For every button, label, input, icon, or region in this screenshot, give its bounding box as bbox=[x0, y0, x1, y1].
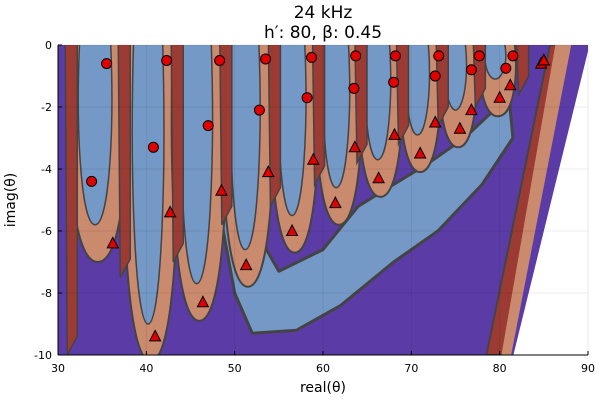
circle-marker bbox=[306, 51, 318, 63]
region-streak bbox=[170, 45, 184, 263]
triangle-marker bbox=[537, 53, 551, 66]
circle-marker bbox=[507, 50, 519, 62]
region-streak bbox=[472, 45, 487, 110]
region-tongue-core bbox=[277, 45, 307, 217]
triangle-marker bbox=[106, 236, 120, 249]
region-streak bbox=[64, 45, 78, 355]
triangle-marker bbox=[372, 171, 385, 184]
circle-marker bbox=[101, 58, 113, 70]
triangle-marker bbox=[148, 329, 162, 342]
x-tick-label: 30 bbox=[51, 362, 65, 375]
markers bbox=[86, 50, 551, 342]
x-tick-label: 40 bbox=[139, 362, 153, 375]
region-streak bbox=[311, 45, 326, 188]
region-streak bbox=[267, 45, 282, 210]
circle-marker bbox=[301, 92, 313, 104]
y-tick-label: -8 bbox=[41, 287, 52, 300]
x-axis-label: real(θ) bbox=[300, 380, 346, 396]
y-tick-label: 0 bbox=[45, 39, 52, 52]
region-streak bbox=[117, 45, 131, 278]
triangle-marker bbox=[261, 165, 275, 178]
triangle-marker bbox=[453, 121, 467, 134]
region-streak bbox=[395, 45, 410, 148]
circle-marker bbox=[260, 53, 272, 65]
triangle-marker bbox=[428, 115, 442, 128]
circle-marker bbox=[500, 62, 512, 74]
triangle-marker bbox=[493, 90, 506, 103]
y-tick-label: -6 bbox=[41, 225, 52, 238]
region-tongue-core bbox=[180, 45, 214, 285]
region-streak bbox=[219, 45, 233, 226]
region-streak bbox=[515, 45, 530, 98]
plot-area bbox=[58, 45, 588, 355]
triangle-marker bbox=[329, 196, 342, 209]
chart-title: 24 kHz bbox=[294, 3, 353, 23]
triangle-marker bbox=[306, 152, 320, 165]
region-tongue-core bbox=[484, 45, 507, 80]
region-tongue-core bbox=[131, 45, 165, 325]
triangle-marker bbox=[239, 258, 253, 271]
circle-marker bbox=[433, 50, 445, 62]
circle-marker bbox=[161, 55, 173, 66]
triangle-marker bbox=[503, 78, 517, 91]
chart-subtitle: h′: 80, β: 0.45 bbox=[264, 23, 382, 43]
x-tick-label: 90 bbox=[581, 362, 595, 375]
region-band-inner bbox=[501, 45, 572, 355]
x-tick-label: 60 bbox=[316, 362, 330, 375]
circle-marker bbox=[350, 50, 362, 62]
triangle-marker bbox=[285, 223, 299, 236]
region-streak bbox=[435, 45, 449, 129]
region-tongue-core bbox=[322, 45, 351, 189]
circle-marker bbox=[214, 55, 226, 66]
axes: 30 40 50 60 70 80 90 0 -2 -4 -6 -8 -10 bbox=[34, 39, 595, 375]
circle-marker bbox=[388, 76, 400, 88]
triangle-marker bbox=[215, 183, 228, 196]
circle-marker bbox=[147, 141, 159, 153]
region-tongue-core bbox=[77, 45, 113, 226]
triangle-marker bbox=[196, 295, 210, 308]
circle-marker bbox=[86, 175, 98, 187]
triangle-marker bbox=[388, 127, 401, 140]
circle-marker bbox=[465, 64, 477, 76]
circle-marker bbox=[253, 104, 265, 116]
circle-marker bbox=[348, 82, 360, 94]
y-tick-label: -4 bbox=[41, 163, 52, 176]
region-tongue-core bbox=[364, 45, 392, 161]
triangle-marker bbox=[413, 146, 427, 159]
triangle-marker bbox=[163, 205, 177, 218]
circle-marker bbox=[389, 50, 401, 62]
triangle-marker bbox=[465, 103, 478, 116]
x-tick-label: 50 bbox=[228, 362, 242, 375]
circle-marker bbox=[429, 70, 441, 82]
y-tick-label: -10 bbox=[34, 349, 52, 362]
circle-marker bbox=[202, 120, 214, 132]
x-tick-label: 70 bbox=[404, 362, 418, 375]
y-tick-label: -2 bbox=[41, 101, 52, 114]
triangle-marker bbox=[348, 140, 362, 153]
circle-marker bbox=[473, 50, 485, 62]
x-tick-label: 80 bbox=[493, 362, 507, 375]
region-blank bbox=[513, 51, 588, 355]
region-streak bbox=[354, 45, 368, 166]
y-axis-label: imag(θ) bbox=[3, 173, 19, 227]
